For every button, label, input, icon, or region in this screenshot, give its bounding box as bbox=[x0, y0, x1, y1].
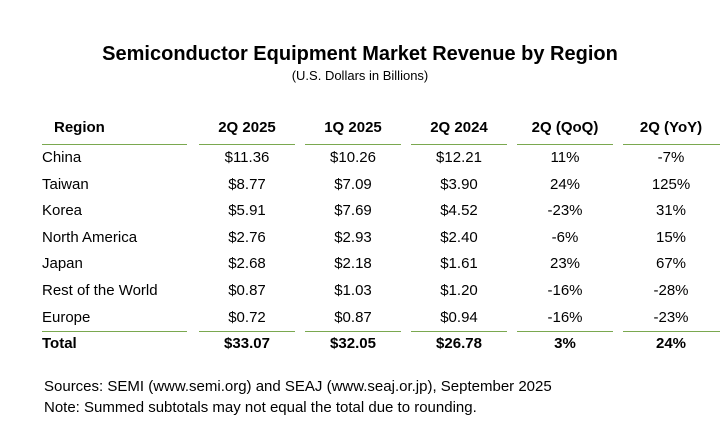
total-rule bbox=[305, 331, 401, 333]
value-cell: 67% bbox=[655, 255, 687, 273]
value-cell: $0.72 bbox=[228, 308, 266, 326]
table-row: Taiwan $8.77 $7.09 $3.90 24% 125% bbox=[42, 172, 720, 199]
value-cell: $12.21 bbox=[436, 149, 482, 166]
total-label: Total bbox=[42, 335, 77, 353]
value-cell: -16% bbox=[547, 308, 583, 326]
total-value: 24% bbox=[655, 335, 687, 353]
total-value: $26.78 bbox=[436, 335, 482, 353]
value-cell: $8.77 bbox=[228, 175, 266, 193]
region-cell: North America bbox=[42, 228, 138, 246]
page-subtitle: (U.S. Dollars in Billions) bbox=[291, 68, 429, 83]
header-2q-2024: 2Q 2024 bbox=[430, 119, 488, 136]
value-cell: 24% bbox=[549, 175, 581, 193]
value-cell: -7% bbox=[657, 149, 685, 166]
header-region: Region bbox=[54, 119, 105, 136]
total-value: $33.07 bbox=[224, 335, 270, 353]
value-cell: $2.68 bbox=[228, 255, 266, 273]
value-cell: $10.26 bbox=[330, 149, 376, 166]
region-cell: Korea bbox=[42, 202, 83, 220]
region-cell: Taiwan bbox=[42, 175, 89, 193]
table-row: Japan $2.68 $2.18 $1.61 23% 67% bbox=[42, 251, 720, 278]
value-cell: 23% bbox=[549, 255, 581, 273]
header-rule bbox=[411, 144, 507, 145]
value-cell: -23% bbox=[653, 308, 689, 326]
value-cell: -23% bbox=[547, 202, 583, 220]
footnotes: Sources: SEMI (www.semi.org) and SEAJ (w… bbox=[44, 376, 552, 418]
header-yoy: 2Q (YoY) bbox=[639, 119, 703, 136]
value-cell: $0.87 bbox=[228, 281, 266, 299]
header-1q-2025: 1Q 2025 bbox=[324, 119, 382, 136]
total-value: $32.05 bbox=[330, 335, 376, 353]
value-cell: $0.94 bbox=[440, 308, 478, 326]
table-header-row: Region 2Q 2025 1Q 2025 2Q 2024 2Q (QoQ) … bbox=[42, 114, 720, 145]
value-cell: $4.52 bbox=[440, 202, 478, 220]
table-row: Korea $5.91 $7.69 $4.52 -23% 31% bbox=[42, 198, 720, 225]
region-cell: China bbox=[42, 149, 82, 166]
total-rule bbox=[517, 331, 613, 333]
header-2q-2025: 2Q 2025 bbox=[218, 119, 276, 136]
value-cell: $7.09 bbox=[334, 175, 372, 193]
header-rule bbox=[42, 144, 187, 145]
table-row: China $11.36 $10.26 $12.21 11% -7% bbox=[42, 145, 720, 172]
table-row: Europe $0.72 $0.87 $0.94 -16% -23% bbox=[42, 305, 720, 332]
value-cell: $5.91 bbox=[228, 202, 266, 220]
rounding-note: Note: Summed subtotals may not equal the… bbox=[44, 399, 477, 416]
value-cell: $2.93 bbox=[334, 228, 372, 246]
value-cell: -6% bbox=[551, 228, 579, 246]
value-cell: 15% bbox=[655, 228, 687, 246]
header-rule bbox=[623, 144, 720, 145]
total-rule bbox=[42, 331, 187, 333]
region-cell: Japan bbox=[42, 255, 83, 273]
value-cell: $0.87 bbox=[334, 308, 372, 326]
total-rule bbox=[199, 331, 295, 333]
total-rule bbox=[411, 331, 507, 333]
header-qoq: 2Q (QoQ) bbox=[531, 119, 599, 136]
value-cell: -16% bbox=[547, 281, 583, 299]
value-cell: 31% bbox=[655, 202, 687, 220]
page-title: Semiconductor Equipment Market Revenue b… bbox=[102, 43, 618, 65]
total-value: 3% bbox=[554, 335, 576, 353]
header-rule bbox=[305, 144, 401, 145]
value-cell: $11.36 bbox=[224, 149, 270, 166]
region-cell: Rest of the World bbox=[42, 281, 158, 299]
sources-note: Sources: SEMI (www.semi.org) and SEAJ (w… bbox=[44, 378, 552, 395]
value-cell: $7.69 bbox=[334, 202, 372, 220]
total-rule bbox=[623, 331, 720, 333]
value-cell: 11% bbox=[550, 149, 580, 166]
table-row: North America $2.76 $2.93 $2.40 -6% 15% bbox=[42, 225, 720, 252]
value-cell: $1.03 bbox=[334, 281, 372, 299]
value-cell: $2.76 bbox=[228, 228, 266, 246]
table-row: Rest of the World $0.87 $1.03 $1.20 -16%… bbox=[42, 278, 720, 305]
revenue-table: Region 2Q 2025 1Q 2025 2Q 2024 2Q (QoQ) … bbox=[42, 114, 720, 358]
header-rule bbox=[199, 144, 295, 145]
value-cell: $2.18 bbox=[334, 255, 372, 273]
value-cell: -28% bbox=[653, 281, 689, 299]
table-total-row: Total $33.07 $32.05 $26.78 3% 24% bbox=[42, 331, 720, 358]
header-rule bbox=[517, 144, 613, 145]
region-cell: Europe bbox=[42, 308, 91, 326]
value-cell: $1.20 bbox=[440, 281, 478, 299]
value-cell: $1.61 bbox=[440, 255, 478, 273]
value-cell: $2.40 bbox=[440, 228, 478, 246]
value-cell: $3.90 bbox=[440, 175, 478, 193]
value-cell: 125% bbox=[651, 175, 691, 193]
